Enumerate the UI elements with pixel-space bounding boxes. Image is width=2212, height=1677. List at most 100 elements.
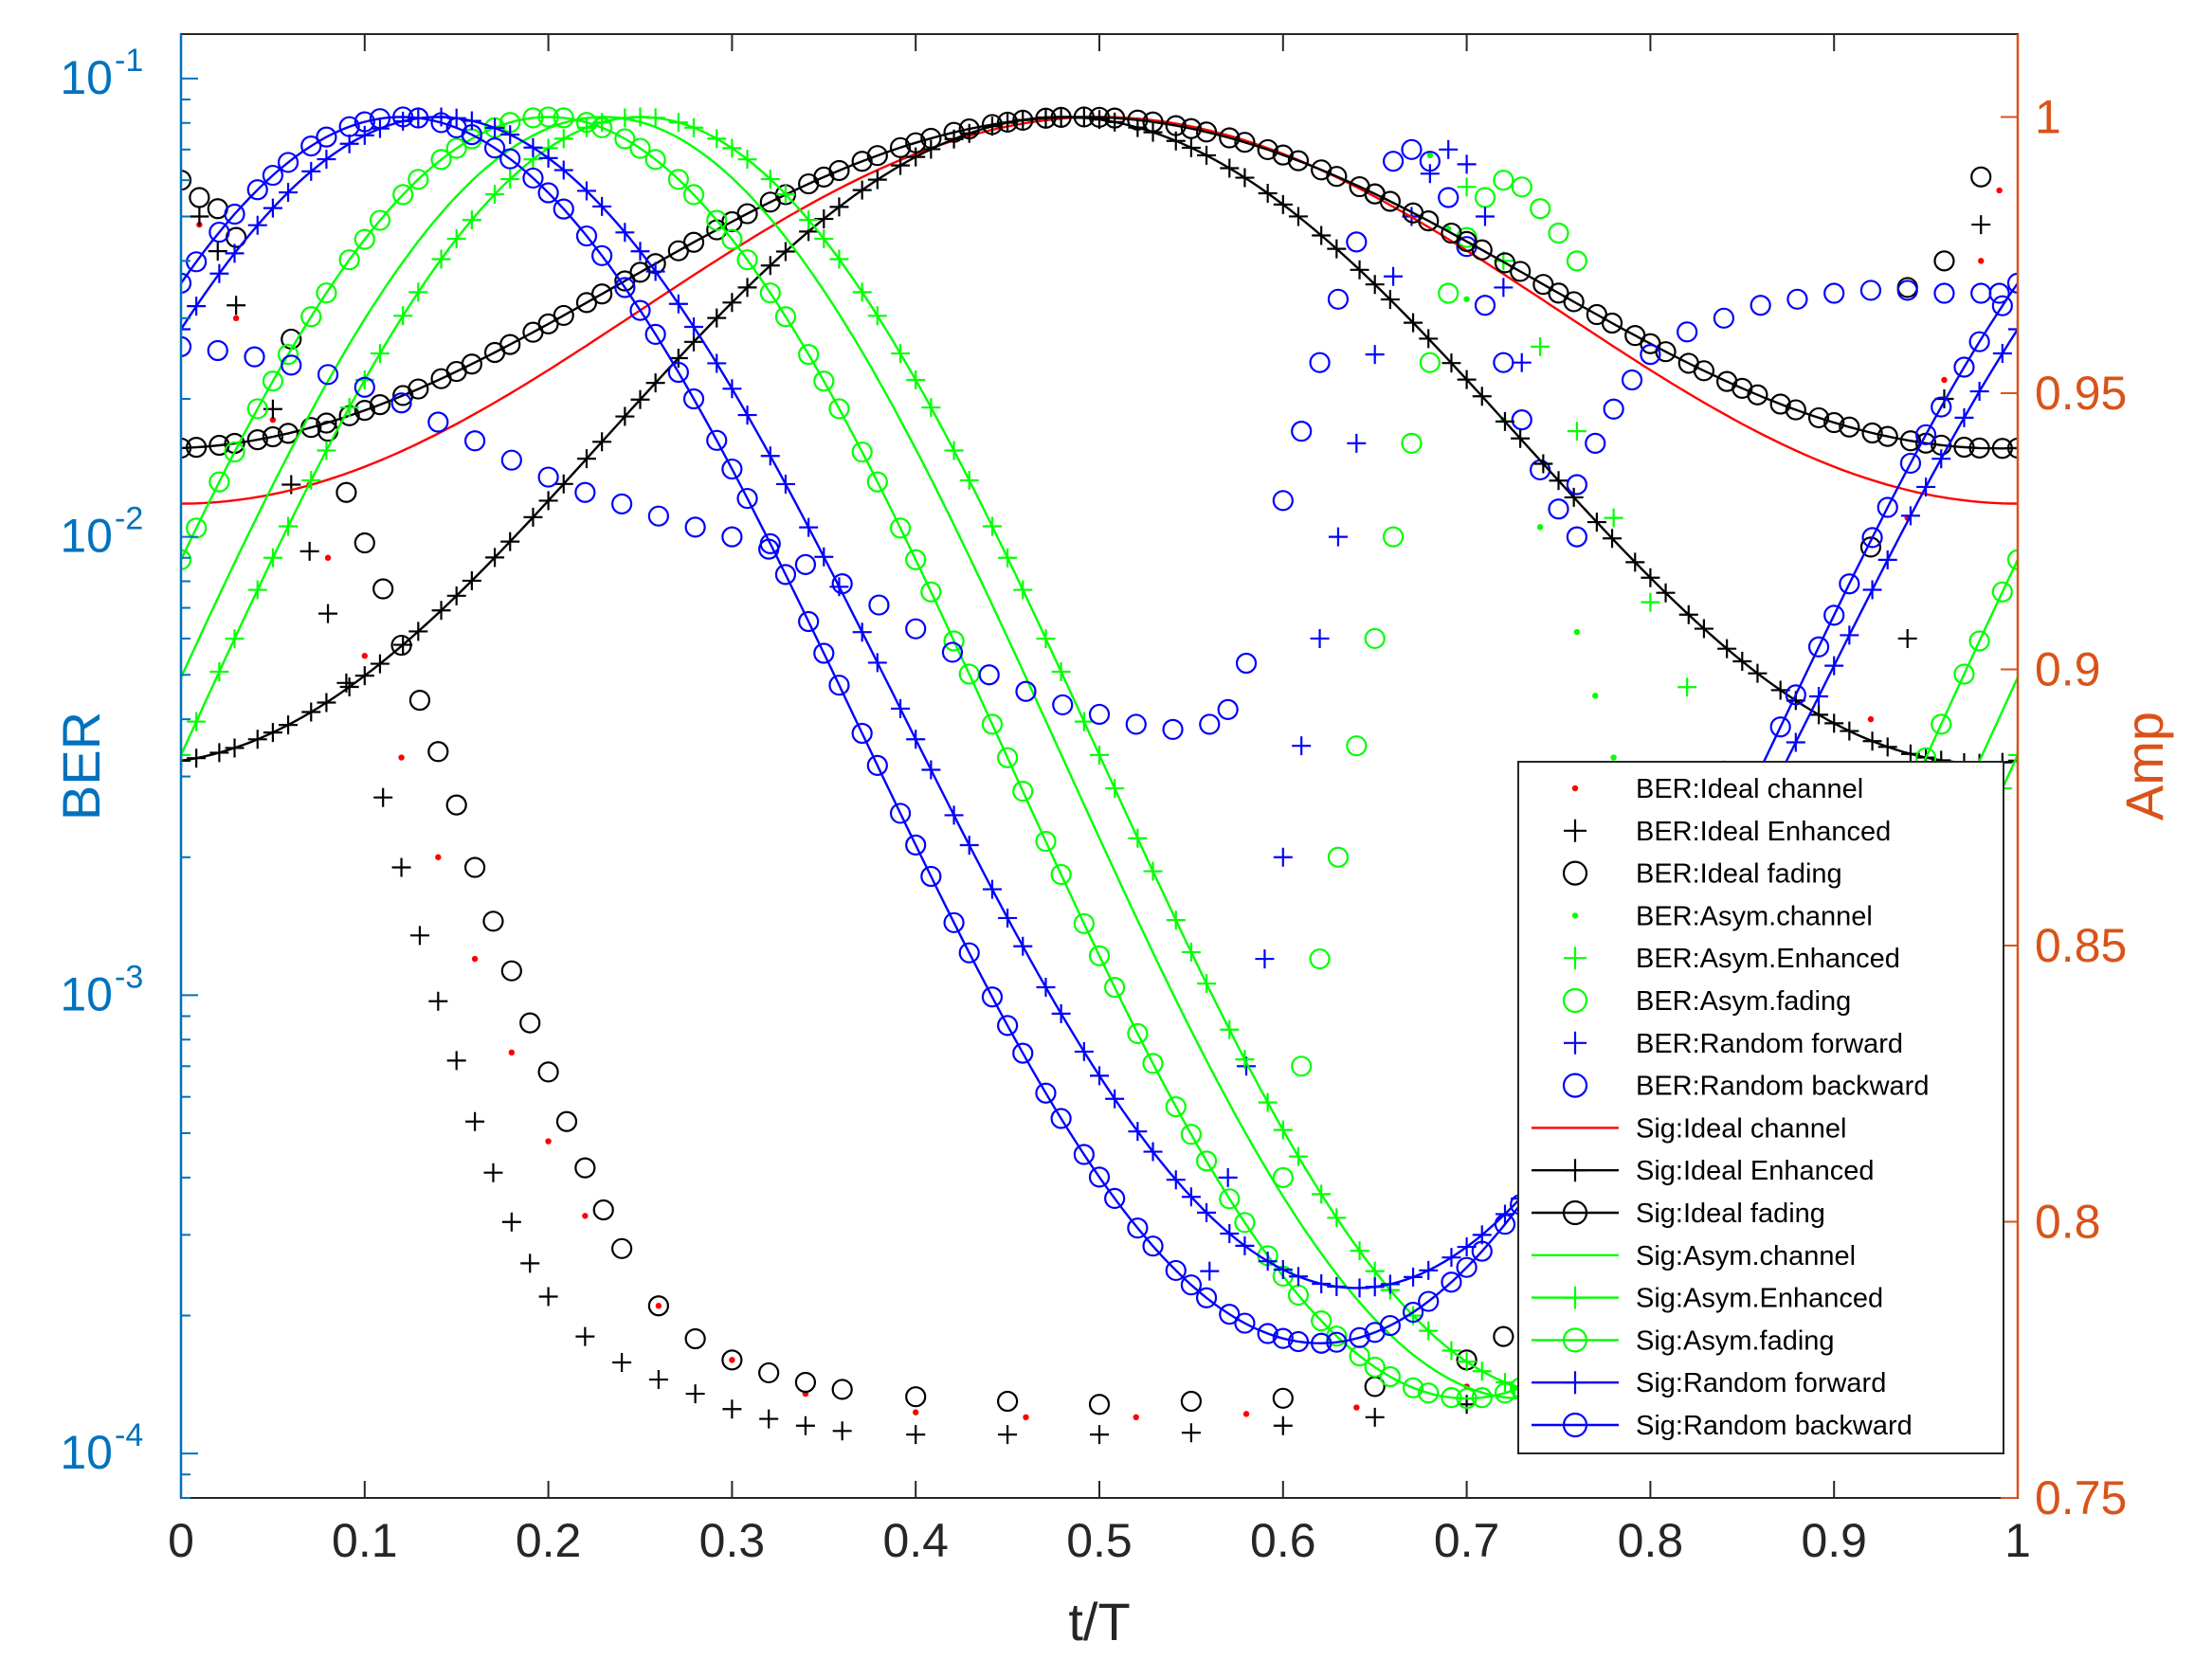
marker-sig-random-forward [1220, 1224, 1240, 1244]
marker-ber-random-forward [1365, 345, 1385, 365]
marker-sig-ideal-fading [1839, 416, 1860, 438]
marker-sig-asym-fading [813, 370, 835, 392]
marker-sig-asym-enhanced [645, 108, 665, 128]
marker-blue-upper-left-arc-ber [317, 364, 339, 386]
marker-sig-ideal-fading [591, 283, 613, 305]
marker-sig-ideal-fading [186, 437, 208, 459]
marker-sig-random-backward [1861, 527, 1883, 549]
marker-sig-random-forward [1273, 1260, 1293, 1280]
marker-sig-ideal-fading [1012, 109, 1034, 132]
marker-sig-random-backward [774, 564, 797, 586]
marker-sig-random-forward [1128, 1122, 1148, 1142]
marker-sig-asym-fading [706, 209, 728, 231]
marker-blue-lower-right-arc-ber [1750, 295, 1771, 316]
marker-sig-ideal-fading [1899, 430, 1922, 452]
marker-sig-asym-fading [1073, 912, 1095, 934]
marker-sig-ideal-fading [461, 353, 482, 375]
marker-ber-asym-enhanced [1604, 508, 1623, 528]
marker-blue-upper-left-arc-ber [1235, 652, 1258, 675]
marker-sig-random-forward [630, 242, 650, 261]
marker-sig-ideal-enhanced [852, 180, 872, 200]
marker-ber-random-backward [1566, 526, 1587, 548]
marker-sig-ideal-fading [958, 117, 980, 140]
marker-sig-ideal-fading [1104, 107, 1126, 129]
left-tick-exponent: -1 [115, 43, 143, 79]
x-tick-label: 0.4 [882, 1514, 949, 1567]
marker-sig-random-backward [1257, 1323, 1278, 1344]
marker-sig-random-forward [1404, 1267, 1423, 1287]
marker-sig-random-backward [224, 203, 245, 225]
marker-ber-asym-enhanced [1677, 677, 1697, 697]
marker-sig-asym-fading [614, 128, 636, 150]
marker-sig-random-backward [1050, 1108, 1072, 1129]
right-tick-label: 1 [2035, 90, 2061, 143]
marker-sig-asym-fading [736, 249, 758, 271]
legend-marker-sample [1564, 1159, 1586, 1182]
marker-sig-ideal-enhanced [1312, 225, 1332, 245]
marker-sig-random-backward [1456, 1256, 1478, 1278]
marker-sig-asym-fading [354, 228, 375, 250]
marker-sig-ideal-enhanced [500, 532, 520, 551]
marker-sig-asym-enhanced [959, 470, 979, 490]
x-axis-title: t/T [1068, 1592, 1130, 1651]
marker-sig-random-backward [246, 179, 268, 201]
marker-sig-random-backward [1785, 684, 1806, 706]
marker-sig-asym-fading [209, 471, 230, 493]
marker-sig-ideal-enhanced [867, 170, 887, 189]
marker-sig-random-forward [485, 118, 505, 138]
marker-sig-asym-enhanced [370, 344, 390, 364]
marker-sig-asym-fading [1127, 1022, 1149, 1045]
marker-sig-ideal-fading [553, 304, 574, 327]
marker-sig-random-backward [1035, 1082, 1057, 1104]
marker-blue-upper-left-arc-ber [941, 641, 964, 663]
marker-blue-upper-left-arc-ber [1217, 698, 1239, 720]
marker-sig-asym-fading [1180, 1124, 1203, 1145]
marker-sig-random-forward [339, 134, 359, 153]
legend-label: Sig:Asym.fading [1636, 1325, 1835, 1356]
series-sig-ideal-enhanced [181, 107, 2018, 773]
marker-sig-random-backward [1991, 295, 2013, 316]
marker-sig-ideal-fading [1510, 261, 1532, 282]
marker-sig-ideal-fading [1050, 106, 1072, 128]
marker-sig-asym-fading [905, 549, 927, 570]
marker-sig-asym-fading [889, 517, 912, 539]
marker-sig-random-forward [814, 547, 834, 567]
marker-sig-ideal-enhanced [263, 723, 282, 743]
x-tick-label: 0.8 [1618, 1514, 1684, 1567]
x-tick-label: 0.3 [699, 1514, 766, 1567]
marker-sig-asym-enhanced [279, 516, 299, 536]
marker-sig-asym-fading [1456, 1387, 1478, 1410]
marker-ber-ideal-enhanced [612, 1353, 632, 1373]
marker-ber-asym-fading [1419, 352, 1441, 373]
marker-sig-asym-enhanced [1036, 629, 1056, 649]
marker-ber-random-backward [1272, 490, 1294, 512]
marker-sig-random-backward [1219, 1304, 1241, 1325]
marker-sig-ideal-fading [277, 423, 299, 444]
marker-sig-random-backward [338, 116, 360, 137]
marker-sig-asym-fading [1195, 1150, 1218, 1172]
marker-ber-ideal-enhanced [1897, 628, 1917, 648]
legend-entry-sig-random-backward: Sig:Random backward [1532, 1411, 1913, 1441]
marker-sig-random-backward [369, 108, 391, 130]
marker-sig-ideal-fading [1953, 436, 1975, 459]
legend-marker-sample [1562, 1412, 1588, 1438]
marker-sig-asym-enhanced [921, 398, 941, 418]
marker-sig-ideal-fading [1769, 393, 1791, 415]
marker-sig-asym-enhanced [1350, 1241, 1369, 1261]
marker-ber-ideal-fading [1493, 1325, 1514, 1347]
marker-sig-random-forward [279, 183, 299, 203]
marker-ber-asym-fading [1511, 176, 1532, 198]
marker-sig-random-backward [1127, 1217, 1149, 1239]
marker-sig-random-backward [851, 722, 873, 745]
marker-ber-ideal-channel [1978, 258, 1985, 264]
marker-sig-random-backward [1931, 396, 1952, 418]
marker-sig-ideal-enhanced [906, 147, 926, 167]
marker-sig-ideal-enhanced [1678, 604, 1698, 624]
legend-label: Sig:Ideal channel [1636, 1113, 1847, 1144]
marker-sig-ideal-fading [1180, 117, 1203, 139]
marker-sig-asym-fading [851, 441, 873, 463]
marker-ber-ideal-fading [537, 1061, 559, 1083]
marker-sig-asym-enhanced [737, 150, 757, 170]
marker-sig-ideal-fading [369, 394, 391, 416]
right-tick-label: 0.75 [2035, 1471, 2127, 1524]
